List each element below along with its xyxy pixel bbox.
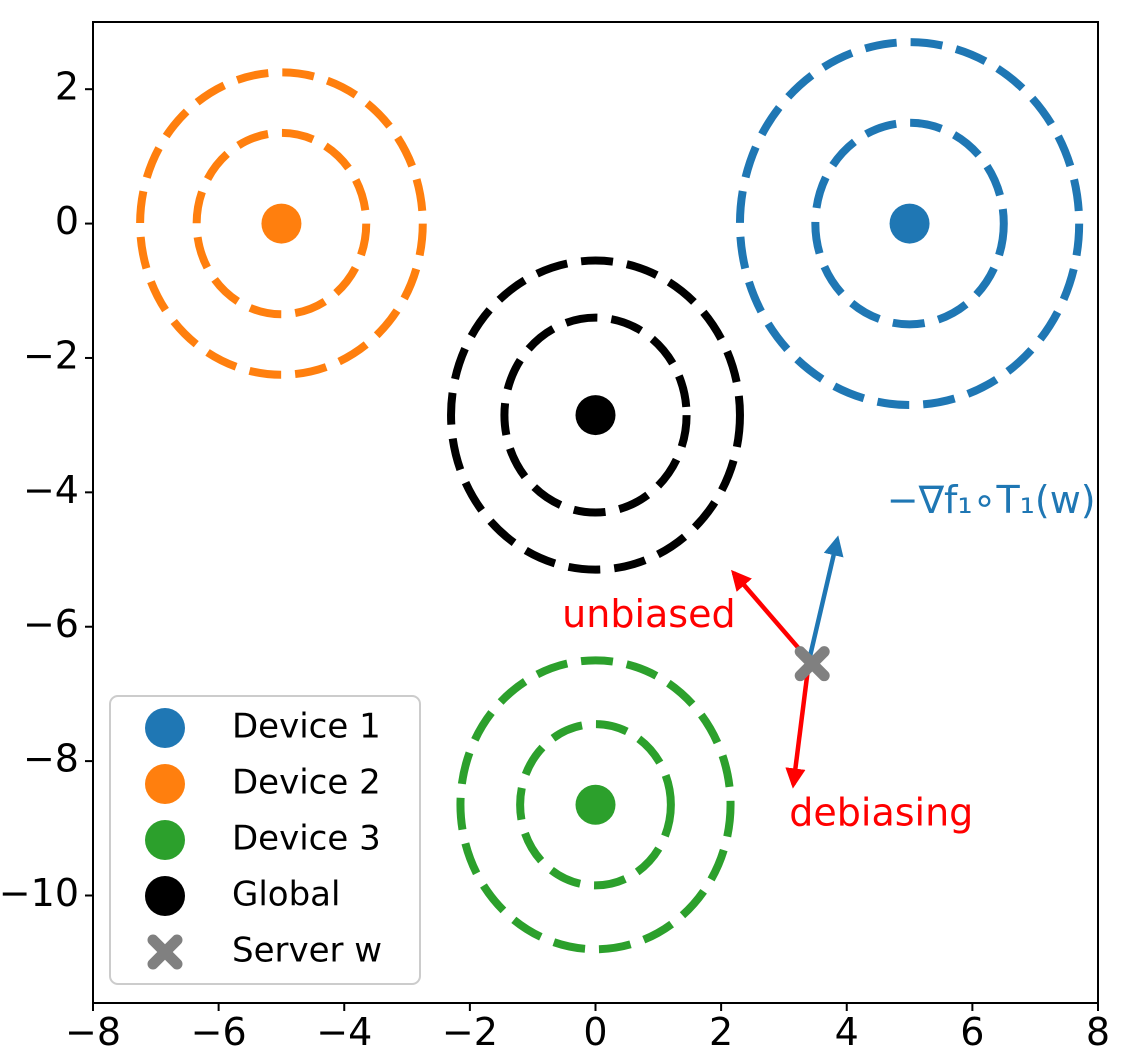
x-axis: −8 −6 −4 −2 0 2 4 6 8 (65, 1003, 1110, 1054)
x-tick-label: 6 (960, 1010, 984, 1054)
y-tick-label: 2 (55, 65, 79, 109)
y-tick-label: −4 (23, 468, 79, 512)
legend-box (109, 695, 421, 985)
device-2-contour-2 (136, 68, 427, 379)
x-tick-label: −2 (442, 1010, 498, 1054)
x-tick-label: 2 (709, 1010, 733, 1054)
global-point (575, 395, 616, 436)
legend-label: Device 3 (232, 819, 381, 859)
legend-label: Device 2 (232, 763, 381, 803)
legend-entry-device-1: Device 1 (145, 707, 381, 748)
y-tick-label: −10 (0, 871, 79, 915)
legend-entry-server-w: Server w (147, 931, 382, 971)
legend-marker (145, 876, 185, 916)
annotation-debiasing: debiasing (789, 790, 973, 834)
server-w-point (794, 646, 830, 682)
annotation-unbiased: unbiased (562, 592, 735, 636)
legend-entry-global: Global (145, 875, 340, 916)
arrows-layer (731, 535, 844, 789)
annotations-layer: −∇f₁∘T₁(w) unbiased debiasing (562, 478, 1095, 834)
device-3-point (575, 784, 616, 825)
legend-marker (145, 708, 185, 748)
legend-entry-device-3: Device 3 (145, 819, 381, 860)
legend-marker (147, 934, 183, 970)
x-tick-label: −8 (65, 1010, 121, 1054)
centers-layer (261, 203, 930, 825)
y-axis: 2 0 −2 −4 −6 −8 −10 (0, 65, 93, 915)
y-tick-label: −8 (23, 737, 79, 781)
legend-marker (145, 820, 185, 860)
device-2-contour-1 (192, 128, 371, 319)
y-tick-label: −6 (23, 602, 79, 646)
device-3-contour-1 (516, 720, 675, 890)
y-tick-label: −2 (23, 333, 79, 377)
legend-marker (145, 764, 185, 804)
arrow-3 (785, 660, 812, 789)
global-contour-2 (447, 256, 744, 574)
x-tick-label: −4 (316, 1010, 372, 1054)
legend-label: Device 1 (232, 707, 381, 747)
device-3-contour-2 (456, 656, 735, 954)
x-stroke (794, 646, 830, 682)
device-1-contour-2 (735, 38, 1084, 409)
global-contour-1 (500, 313, 691, 517)
device-1-point (889, 203, 930, 244)
device-1-contour-1 (811, 118, 1008, 329)
annotation-ftw: −∇f₁∘T₁(w) (887, 478, 1096, 522)
circles-layer (136, 38, 1084, 954)
x-tick-label: 8 (1086, 1010, 1110, 1054)
legend-entry-device-2: Device 2 (145, 763, 381, 804)
arrow-1 (806, 535, 844, 661)
x-tick-label: 0 (583, 1010, 607, 1054)
arrow-2 (731, 569, 811, 662)
x-tick-label: 4 (835, 1010, 859, 1054)
legend-label: Global (232, 875, 340, 915)
legend-label: Server w (232, 931, 382, 971)
legend: Device 1 Device 2 Device 3 Global Server w (109, 695, 421, 985)
device-2-point (261, 203, 302, 244)
y-tick-label: 0 (55, 199, 79, 243)
x-tick-label: −6 (191, 1010, 247, 1054)
